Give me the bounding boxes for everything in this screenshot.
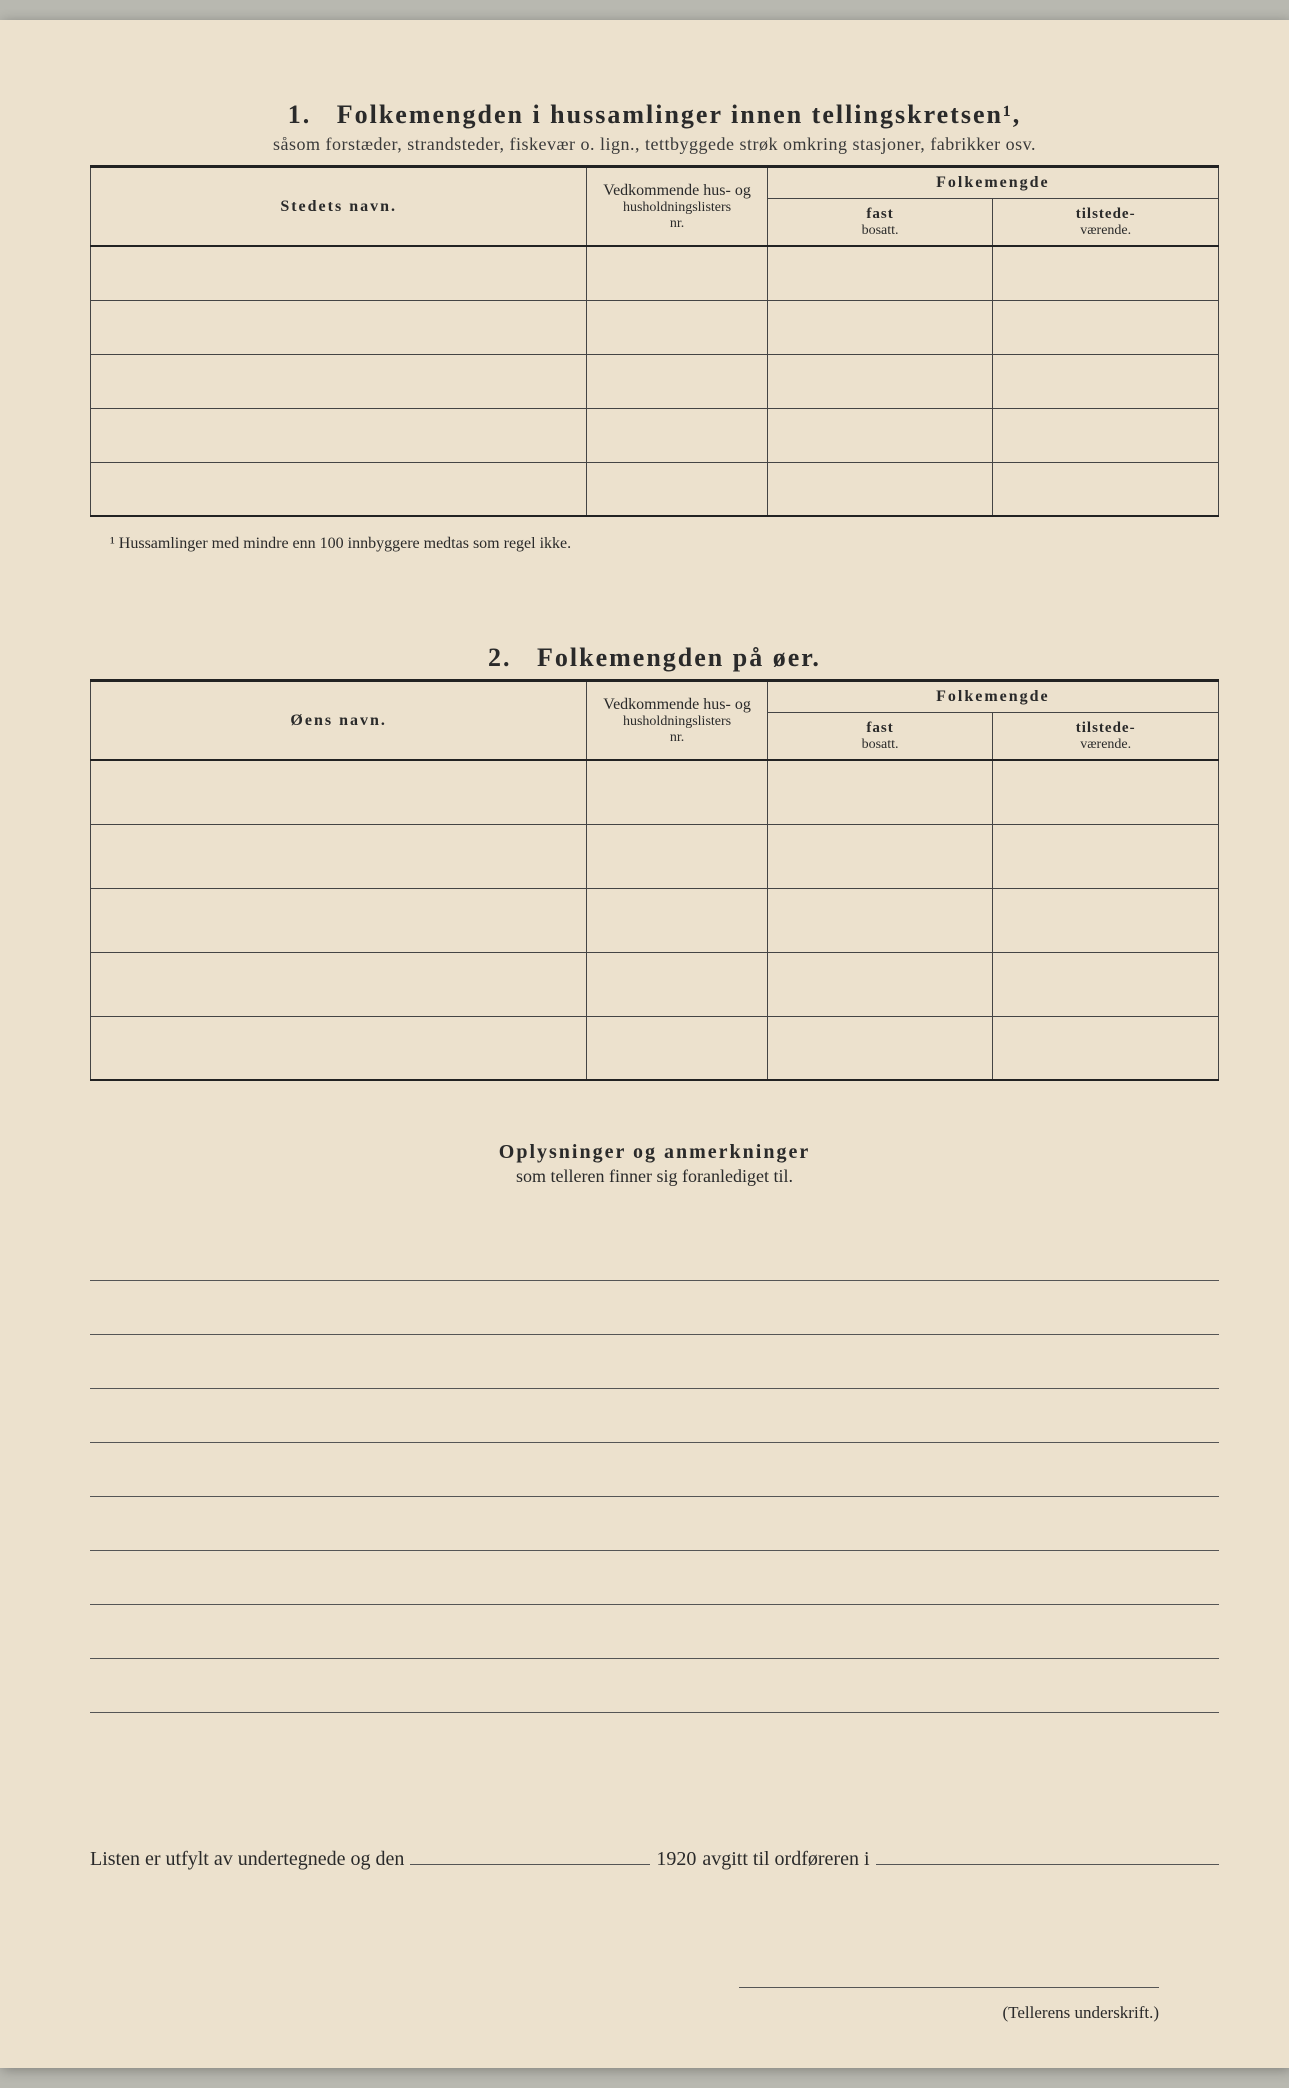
ruled-lines: [90, 1227, 1219, 1713]
col-fast-l2: bosatt.: [776, 223, 985, 239]
col-folkemengde2: Folkemengde: [767, 681, 1218, 713]
table-row: [91, 354, 1219, 408]
col-ref-l3: nr.: [595, 216, 758, 232]
col2-fast-l2: bosatt.: [776, 737, 985, 753]
section2-title: 2. Folkemengden på øer.: [90, 643, 1219, 673]
col-tilstede2: tilstede- værende.: [993, 713, 1219, 761]
col-oens-navn: Øens navn.: [91, 681, 587, 761]
section3-subtitle: som telleren finner sig foranlediget til…: [90, 1166, 1219, 1187]
col-stedets-navn: Stedets navn.: [91, 167, 587, 247]
signoff-part1: Listen er utfylt av undertegnede og den: [90, 1848, 404, 1871]
section1-number: 1.: [288, 100, 312, 129]
table-row: [91, 760, 1219, 824]
ruled-line: [90, 1389, 1219, 1443]
col-folkemengde-label: Folkemengde: [936, 174, 1050, 191]
col2-til-l2: værende.: [1001, 737, 1210, 753]
signoff-part2: avgitt til ordføreren i: [702, 1848, 869, 1871]
signature-line[interactable]: [739, 1987, 1159, 1988]
table-row: [91, 300, 1219, 354]
col-ref-l2: husholdningslisters: [595, 200, 758, 216]
section1-subtitle: såsom forstæder, strandsteder, fiskevær …: [90, 134, 1219, 155]
signoff-year: 1920: [656, 1848, 696, 1871]
ruled-line: [90, 1659, 1219, 1713]
section1: 1. Folkemengden i hussamlinger innen tel…: [90, 100, 1219, 553]
col-til-l2: værende.: [1001, 223, 1210, 239]
ruled-line: [90, 1281, 1219, 1335]
col-folkemengde: Folkemengde: [767, 167, 1218, 199]
col2-ref-l1: Vedkommende hus- og: [603, 696, 751, 713]
col2-til-l1: tilstede-: [1076, 720, 1136, 736]
col2-ref-l2: husholdningslisters: [595, 714, 758, 730]
signature-area: (Tellerens underskrift.): [90, 1981, 1219, 2023]
section3-title: Oplysninger og anmerkninger: [90, 1141, 1219, 1164]
ruled-line: [90, 1227, 1219, 1281]
signoff-line: Listen er utfylt av undertegnede og den …: [90, 1843, 1219, 1871]
col-fast-l1: fast: [866, 206, 893, 222]
col-vedkommende: Vedkommende hus- og husholdningslisters …: [587, 167, 767, 247]
col2-ref-l3: nr.: [595, 730, 758, 746]
section2-table: Øens navn. Vedkommende hus- og husholdni…: [90, 679, 1219, 1081]
col-tilstede: tilstede- værende.: [993, 199, 1219, 247]
col-fast: fast bosatt.: [767, 199, 993, 247]
section2: 2. Folkemengden på øer. Øens navn. Vedko…: [90, 643, 1219, 1081]
col-stedets-navn-label: Stedets navn.: [280, 198, 397, 215]
signature-label: (Tellerens underskrift.): [90, 2003, 1159, 2023]
col-vedkommende2: Vedkommende hus- og husholdningslisters …: [587, 681, 767, 761]
section1-table: Stedets navn. Vedkommende hus- og hushol…: [90, 165, 1219, 517]
census-form-page: 1. Folkemengden i hussamlinger innen tel…: [0, 20, 1289, 2068]
table-row: [91, 952, 1219, 1016]
table-row: [91, 408, 1219, 462]
signoff-blank2[interactable]: [876, 1843, 1219, 1865]
section1-footnote: ¹ Hussamlinger med mindre enn 100 innbyg…: [110, 535, 1219, 553]
col-til-l1: tilstede-: [1076, 206, 1136, 222]
ruled-line: [90, 1497, 1219, 1551]
table-row: [91, 246, 1219, 300]
table-row: [91, 462, 1219, 516]
section2-number: 2.: [488, 643, 512, 672]
col-folkemengde2-label: Folkemengde: [936, 688, 1050, 705]
section2-title-text: Folkemengden på øer.: [537, 643, 821, 672]
section1-title: 1. Folkemengden i hussamlinger innen tel…: [90, 100, 1219, 130]
ruled-line: [90, 1551, 1219, 1605]
table-row: [91, 1016, 1219, 1080]
section3: Oplysninger og anmerkninger som telleren…: [90, 1141, 1219, 1713]
table-row: [91, 888, 1219, 952]
table-row: [91, 824, 1219, 888]
col-fast2: fast bosatt.: [767, 713, 993, 761]
ruled-line: [90, 1335, 1219, 1389]
signoff-blank1[interactable]: [410, 1843, 650, 1865]
col2-fast-l1: fast: [866, 720, 893, 736]
col-oens-navn-label: Øens navn.: [290, 712, 386, 729]
ruled-line: [90, 1443, 1219, 1497]
ruled-line: [90, 1605, 1219, 1659]
col-ref-l1: Vedkommende hus- og: [603, 182, 751, 199]
section1-title-text: Folkemengden i hussamlinger innen tellin…: [337, 100, 1022, 129]
